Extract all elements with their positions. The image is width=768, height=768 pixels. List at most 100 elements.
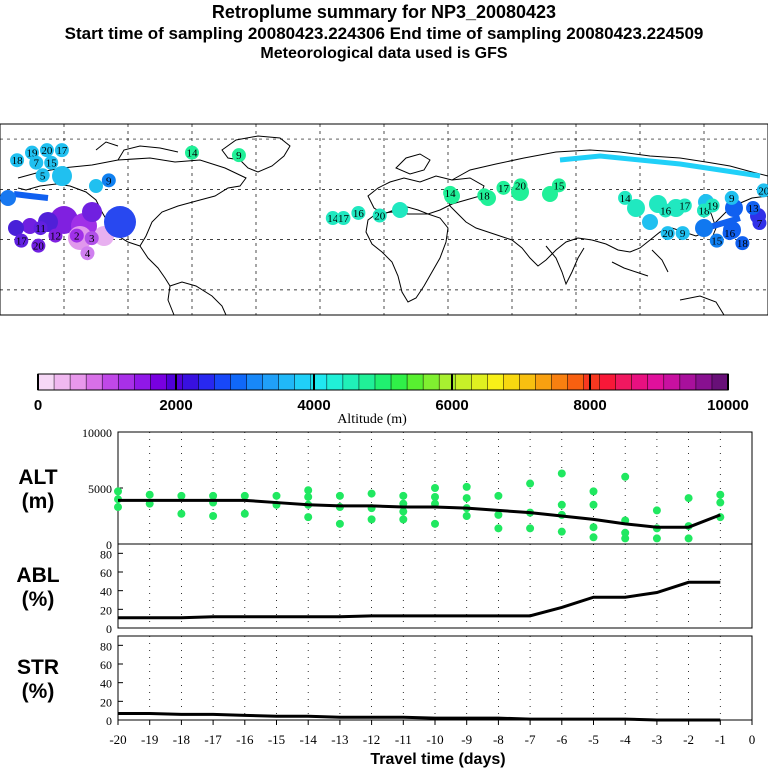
altitude-colorbar: 0 2000 4000 6000 8000 10000 Altitude (m) xyxy=(34,373,749,427)
panel-ylabel: (m) xyxy=(22,490,55,513)
colorbar-cell xyxy=(246,373,264,391)
y-tick-label: 0 xyxy=(106,622,112,636)
alt-scatter-point xyxy=(367,489,376,498)
plume-blob xyxy=(52,166,72,186)
alt-scatter-point xyxy=(589,523,598,532)
alt-scatter-point xyxy=(462,494,471,503)
map-day-label: 18 xyxy=(699,205,711,217)
alt-scatter-point xyxy=(304,492,313,501)
map-day-label: 19 xyxy=(707,200,719,212)
plume-blob xyxy=(8,220,24,236)
colorbar-cell xyxy=(374,373,392,391)
map-label-dot xyxy=(551,178,566,193)
alt-scatter-point xyxy=(367,515,376,524)
colorbar-cell xyxy=(695,373,713,391)
x-tick-label: -13 xyxy=(331,732,348,747)
map-day-label: 4 xyxy=(85,248,91,260)
panel-alt: 0 5000 10000 ALT(m) xyxy=(18,426,753,552)
map-day-label: 20 xyxy=(374,211,386,223)
colorbar-cell xyxy=(615,373,633,391)
alt-scatter-point xyxy=(272,491,281,500)
alt-scatter-point xyxy=(399,515,408,524)
map-day-label: 14 xyxy=(445,188,457,200)
alt-scatter-point xyxy=(621,534,630,543)
alt-scatter-point xyxy=(652,534,661,543)
colorbar-cell xyxy=(69,373,87,391)
colorbar-cell xyxy=(166,373,184,391)
colorbar-cell xyxy=(53,373,71,391)
x-tick-label: -11 xyxy=(395,732,412,747)
alt-scatter-point xyxy=(431,519,439,528)
map-label-dot xyxy=(33,221,48,236)
map-day-label: 9 xyxy=(106,175,112,187)
map-label-dot xyxy=(756,183,768,198)
alt-scatter-point xyxy=(335,519,344,528)
map-label-dot xyxy=(84,231,99,246)
alt-scatter-point xyxy=(557,527,566,536)
alt-scatter-point xyxy=(462,512,471,520)
plume-blob xyxy=(0,190,16,206)
x-axis-label: Travel time (days) xyxy=(370,751,505,768)
map-day-label: 2 xyxy=(74,231,80,243)
x-tick-label: 0 xyxy=(749,732,756,747)
x-tick-label: -6 xyxy=(556,732,567,747)
colorbar-cell xyxy=(37,373,55,391)
colorbar-tick-label: 0 xyxy=(34,397,42,414)
map-label-dot xyxy=(29,155,44,170)
y-tick-label: 40 xyxy=(100,677,112,691)
map-label-dot xyxy=(80,246,95,261)
panel-ylabel: (%) xyxy=(22,680,55,703)
map-day-label: 17 xyxy=(679,200,691,212)
map-day-label: 11 xyxy=(35,223,46,235)
map-day-label: 17 xyxy=(338,213,350,225)
x-tick-label: -3 xyxy=(651,732,662,747)
colorbar-cell xyxy=(519,373,537,391)
y-tick-label: 80 xyxy=(100,547,112,561)
map-label-dot xyxy=(185,145,199,160)
colorbar-cell xyxy=(134,373,152,391)
abl-line xyxy=(118,580,721,620)
colorbar-cell xyxy=(150,373,168,391)
x-tick-label: -16 xyxy=(236,732,254,747)
map-label-dot xyxy=(477,188,492,203)
alt-scatter-point xyxy=(240,491,249,500)
x-tick-label: -18 xyxy=(173,732,190,747)
alt-scatter-point xyxy=(621,472,630,481)
y-tick-label: 60 xyxy=(100,566,112,580)
colorbar-cell xyxy=(711,373,729,391)
alt-scatter-point xyxy=(114,487,122,496)
x-tick-label: -4 xyxy=(620,732,631,747)
colorbar-cell xyxy=(647,373,665,391)
alt-scatter-point xyxy=(335,491,344,500)
sampling-times: Start time of sampling 20080423.224306 E… xyxy=(64,24,704,43)
alt-scatter-point xyxy=(145,490,154,499)
map-day-label: 5 xyxy=(40,170,46,182)
map-label-dot xyxy=(39,143,54,158)
map-day-label: 20 xyxy=(515,180,527,192)
colorbar-cell xyxy=(535,373,553,391)
plume-blobs xyxy=(0,166,766,250)
colorbar-cell xyxy=(583,373,601,391)
colorbar-cell xyxy=(503,373,521,391)
colorbar-cells xyxy=(37,373,729,391)
map-label-dot xyxy=(14,233,29,248)
map-day-label: 12 xyxy=(50,231,61,243)
alt-scatter-point xyxy=(304,486,313,495)
map-day-label: 14 xyxy=(187,148,199,160)
colorbar-cell xyxy=(551,373,569,391)
alt-scatter-point xyxy=(684,494,693,503)
x-tick-label: -20 xyxy=(109,732,126,747)
map-label-dot xyxy=(513,178,528,193)
map-day-label: 20 xyxy=(758,185,768,197)
y-tick-label: 0 xyxy=(106,714,112,728)
colorbar-cell xyxy=(358,373,376,391)
x-tick-label: -17 xyxy=(204,732,222,747)
plume-blob xyxy=(695,219,713,237)
map-day-label: 20 xyxy=(33,241,45,253)
colorbar-cell xyxy=(422,373,440,391)
map-label-dot xyxy=(35,168,50,183)
x-axis-ticks: -20 -19 -18 -17 -16 -15 -14 -13 -12 -11 -10 -9 -8 -7-… xyxy=(109,720,755,747)
plume-blob xyxy=(642,214,658,230)
colorbar-label: Altitude (m) xyxy=(337,412,407,427)
